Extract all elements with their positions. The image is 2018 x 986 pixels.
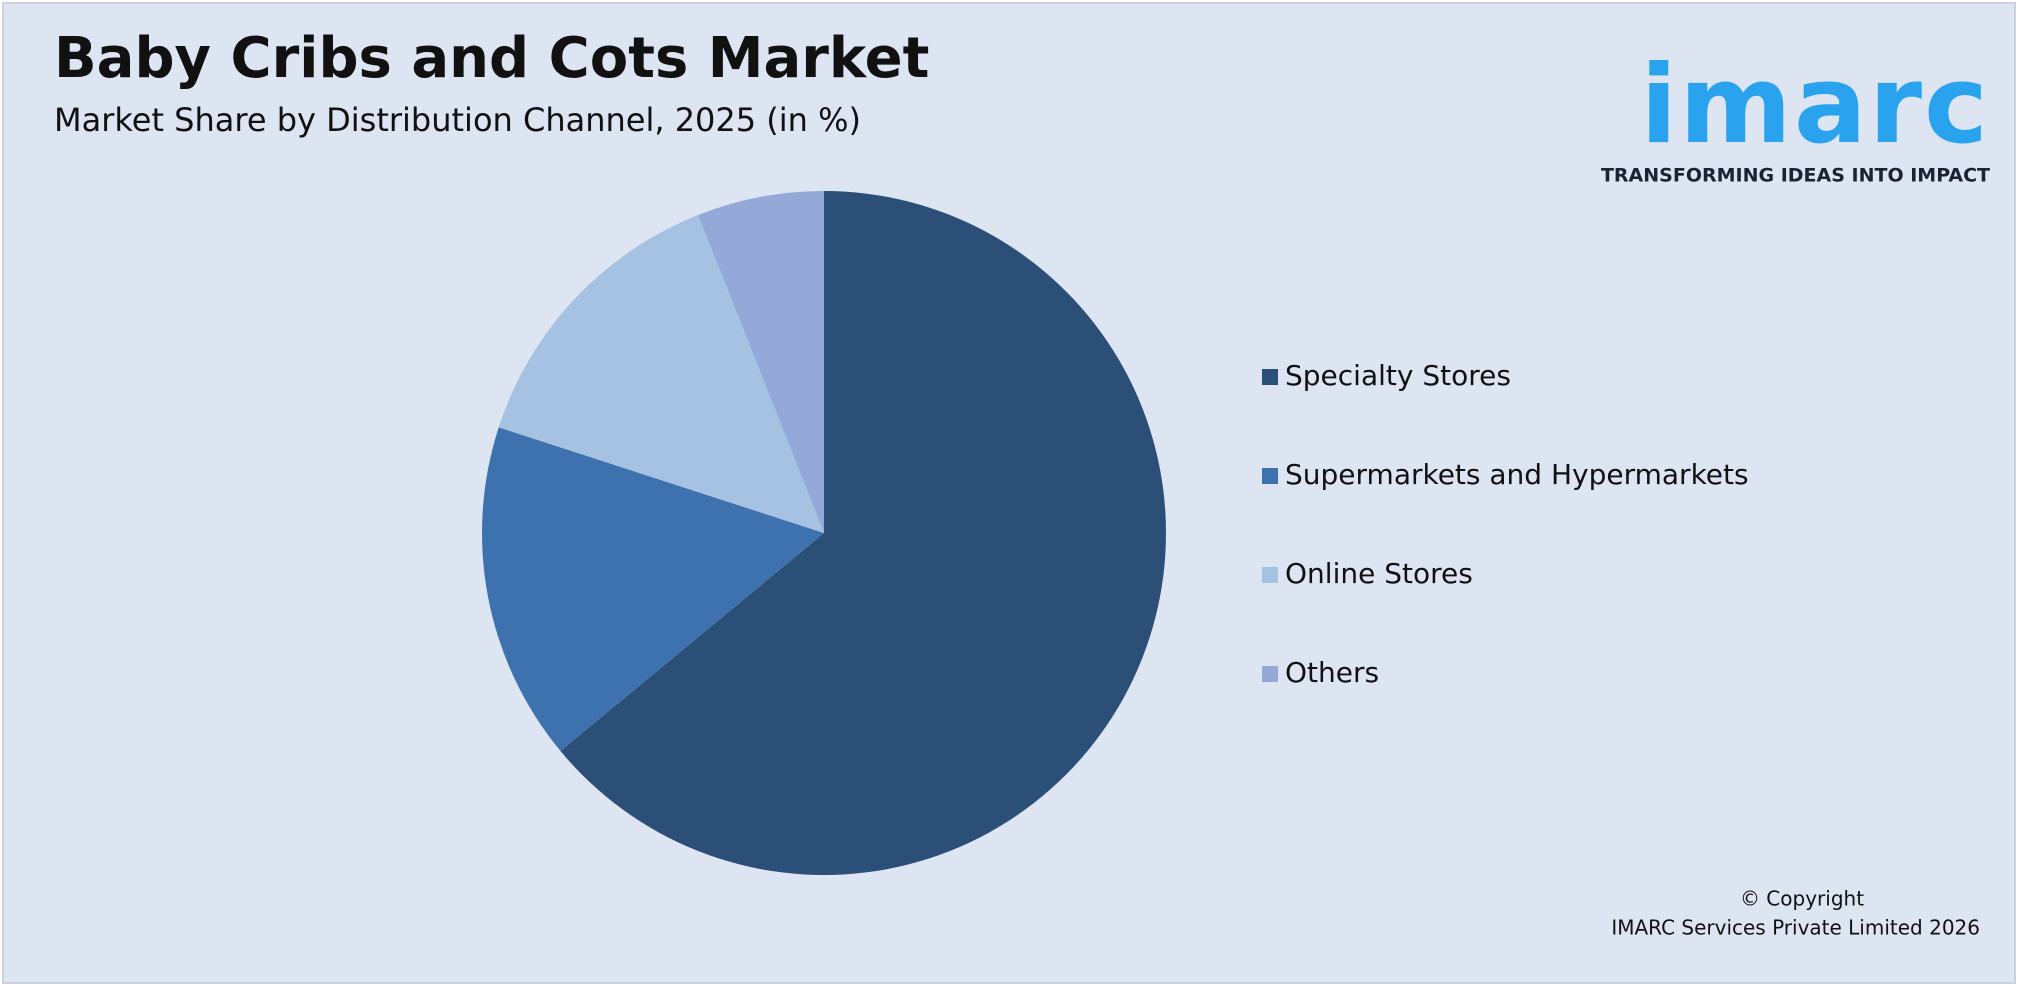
pie-slice [481,427,824,751]
logo: imarc [1640,43,1990,168]
company: IMARC Services Private Limited 2026 [1611,916,1980,940]
legend-label: Online Stores [1285,557,1473,590]
legend-swatch [1262,567,1278,583]
chart-title: Baby Cribs and Cots Market [54,26,929,91]
copyright: © Copyright [1740,887,1864,911]
pie-slice [698,191,824,533]
legend-label: Supermarkets and Hypermarkets [1285,458,1749,491]
chart-subtitle: Market Share by Distribution Channel, 20… [54,101,861,139]
pie-slice [498,215,824,533]
logo-tagline: TRANSFORMING IDEAS INTO IMPACT [1601,165,1990,187]
legend-label: Specialty Stores [1285,359,1511,392]
legend-swatch [1262,666,1278,682]
legend-swatch [1262,369,1278,385]
legend-label: Others [1285,656,1379,689]
legend-swatch [1262,468,1278,484]
pie-slice [560,191,1167,876]
